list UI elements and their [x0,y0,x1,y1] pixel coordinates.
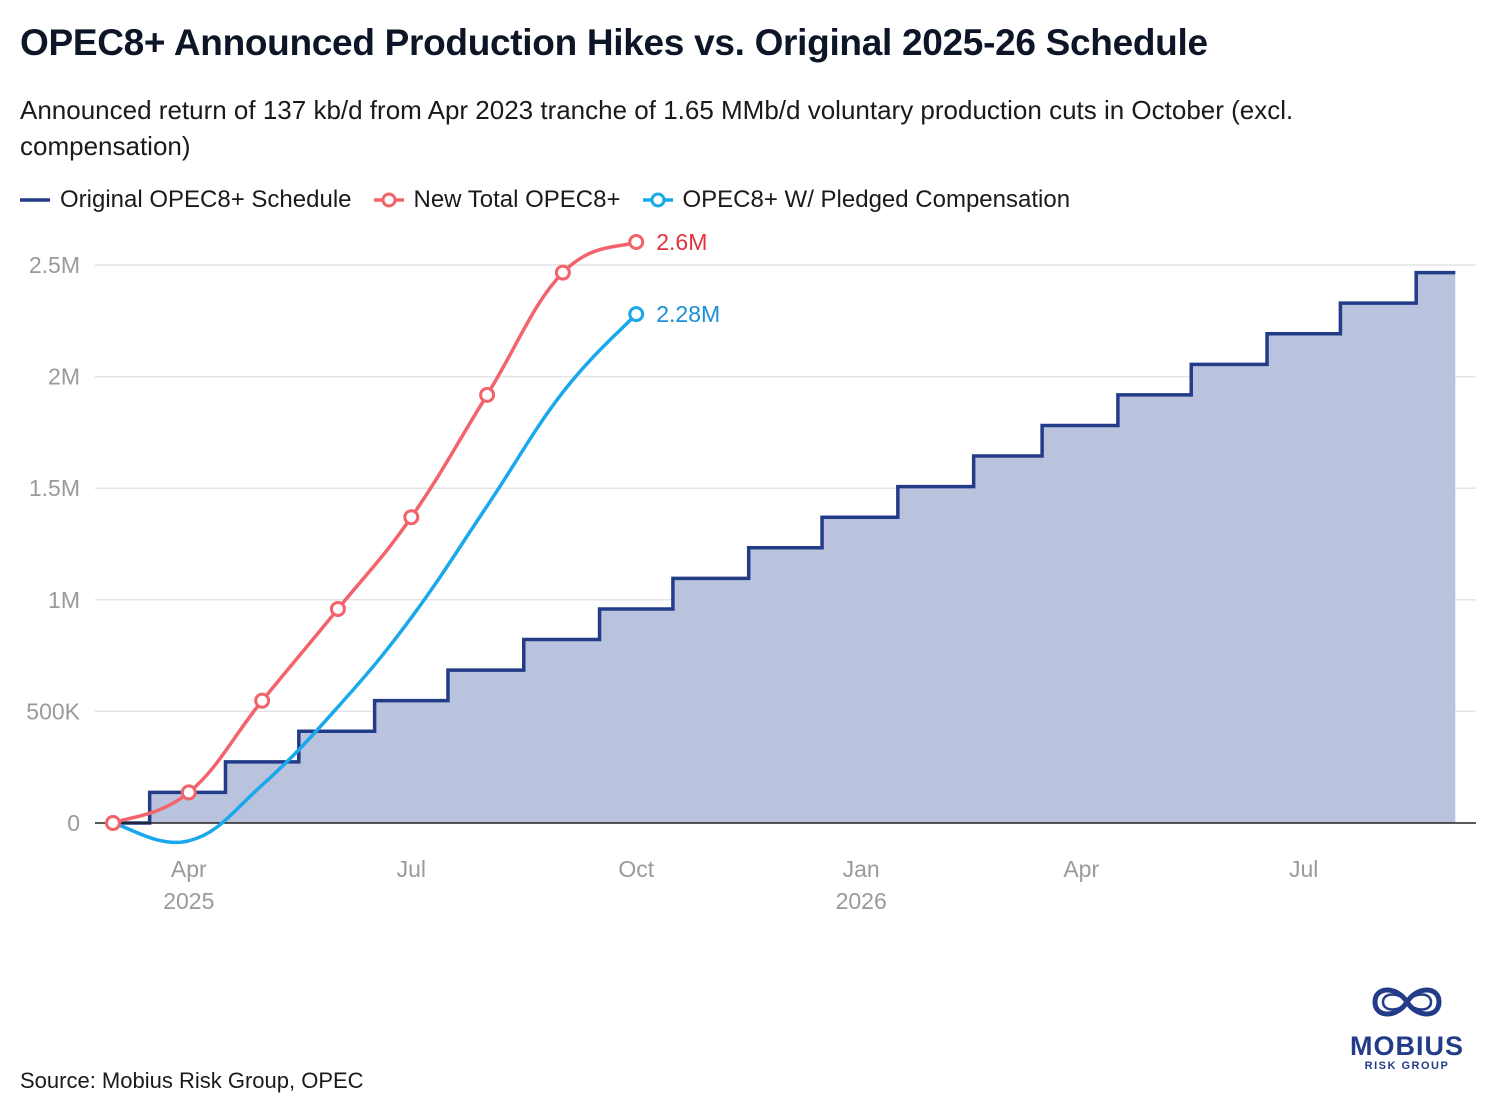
legend-item-new-total[interactable]: New Total OPEC8+ [373,186,621,214]
y-tick-label: 2.5M [29,252,80,278]
legend-label-original: Original OPEC8+ Schedule [60,186,352,213]
new-total-marker [479,386,496,403]
y-tick-label: 2M [48,364,80,390]
chart-legend: Original OPEC8+ Schedule New Total OPEC8… [20,186,1092,214]
compensation-end-marker [628,306,645,323]
infinity-logo-icon [1372,987,1442,1017]
new-total-marker [403,509,420,526]
chart-subtitle: Announced return of 137 kb/d from Apr 20… [20,95,1294,161]
original-schedule-line [113,270,1456,825]
legend-swatch-original [20,198,50,202]
compensation-line [112,312,638,845]
legend-label-compensation: OPEC8+ W/ Pledged Compensation [682,186,1071,213]
new-total-marker [329,600,346,617]
x-tick-label: Jan [843,856,880,882]
logo-name: MOBIUS [1350,1031,1464,1061]
compensation-end-label: 2.28M [656,301,720,327]
x-tick-year-label: 2026 [836,888,887,914]
new-total-line [112,240,637,825]
x-tick-label: Apr [171,856,207,882]
y-tick-label: 0 [67,810,80,836]
mobius-logo: MOBIUS RISK GROUP [1332,980,1482,1072]
y-tick-label: 1M [48,587,80,613]
x-tick-label: Oct [618,856,654,882]
x-tick-label: Jul [1289,856,1318,882]
chart-title: OPEC8+ Announced Production Hikes vs. Or… [20,22,1208,63]
legend-item-compensation[interactable]: OPEC8+ W/ Pledged Compensation [642,186,1071,214]
new-total-marker [180,784,197,801]
new-total-marker [554,264,571,281]
logo-subtitle: RISK GROUP [1364,1060,1450,1072]
y-tick-label: 500K [26,698,80,724]
y-tick-label: 1.5M [29,475,80,501]
new-total-end-label: 2.6M [656,229,707,255]
x-tick-label: Apr [1063,856,1099,882]
legend-label-new-total: New Total OPEC8+ [413,186,621,213]
new-total-marker [628,234,645,251]
legend-swatch-new-total [373,192,404,208]
chart-area: 0 500K 1M 1.5M 2M 2.5M 2.28M 2.6M Apr 2025 Jul Oct J… [26,229,1476,914]
start-marker [105,815,121,831]
x-tick-label: Jul [397,856,426,882]
legend-item-original[interactable]: Original OPEC8+ Schedule [20,186,352,214]
new-total-marker [254,692,271,709]
x-tick-year-label: 2025 [163,888,214,914]
source-note: Source: Mobius Risk Group, OPEC [20,1068,364,1093]
legend-swatch-compensation [642,192,673,208]
